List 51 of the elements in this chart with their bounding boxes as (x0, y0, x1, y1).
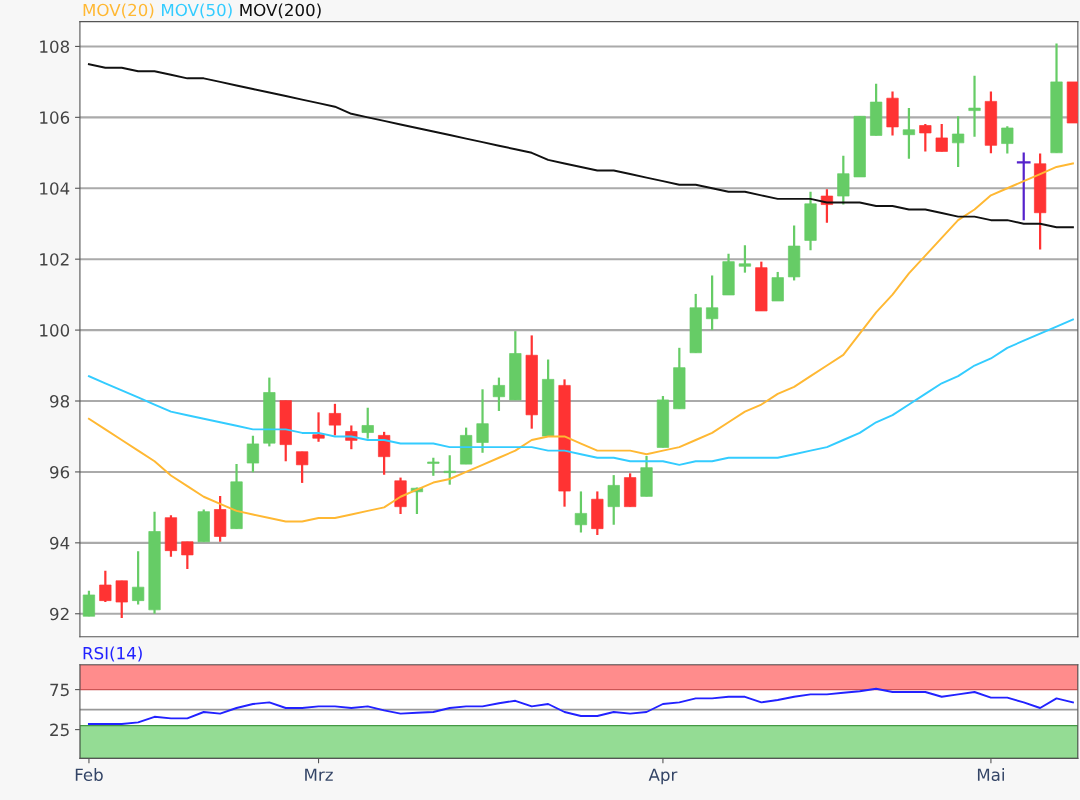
text: MOV(20) (83, 3, 154, 19)
x-tick-label: Feb (75, 768, 103, 782)
y-tick-label: 75 (50, 683, 69, 697)
line-series (87, 318, 1074, 466)
candlestick (706, 274, 719, 332)
y-tick-label: 100 (40, 324, 70, 337)
candlestick (246, 434, 260, 474)
candlestick (771, 270, 784, 303)
y-tick-label: 102 (40, 253, 69, 266)
candlestick (476, 388, 489, 454)
candlestick (378, 430, 391, 476)
candlestick (935, 122, 948, 153)
candlestick (837, 154, 850, 206)
y-tick-label: 98 (50, 394, 70, 408)
candlestick (82, 589, 96, 618)
candlestick (115, 579, 128, 620)
candlestick (968, 74, 981, 138)
text: RSI(14) (83, 646, 142, 662)
x-tick-label: Mai (977, 768, 1004, 782)
text: MOV(50) (162, 3, 232, 19)
candlestick (181, 540, 194, 571)
candlestick (361, 406, 374, 440)
y-tick-label: 104 (40, 182, 70, 195)
y-tick-label: 106 (40, 111, 70, 124)
candlestick (312, 411, 325, 443)
candlestick (607, 474, 620, 526)
line-series (87, 63, 1074, 229)
candlestick (574, 490, 588, 534)
candlestick (443, 454, 456, 486)
y-tick-label: 92 (50, 607, 69, 621)
candlestick (902, 107, 916, 160)
y-tick-label: 108 (40, 40, 70, 53)
candlestick (952, 115, 965, 169)
x-tick-label: Mrz (305, 768, 333, 781)
candlestick (492, 376, 506, 413)
y-tick-label: 94 (50, 536, 70, 550)
text: MOV(200) (240, 3, 321, 19)
candlestick (132, 550, 145, 606)
line-series (87, 162, 1074, 523)
line-series (87, 687, 1074, 725)
candlestick (99, 569, 112, 604)
candlestick (427, 456, 440, 477)
candlestick (919, 122, 932, 153)
candlestick (1016, 151, 1031, 222)
candlestick (738, 244, 752, 274)
y-tick-label: 96 (50, 465, 70, 479)
candlestick (1001, 125, 1014, 155)
y-tick-label: 25 (50, 723, 69, 737)
candlestick (296, 450, 309, 485)
x-tick-label: Apr (648, 768, 678, 785)
candlestick (328, 402, 342, 437)
